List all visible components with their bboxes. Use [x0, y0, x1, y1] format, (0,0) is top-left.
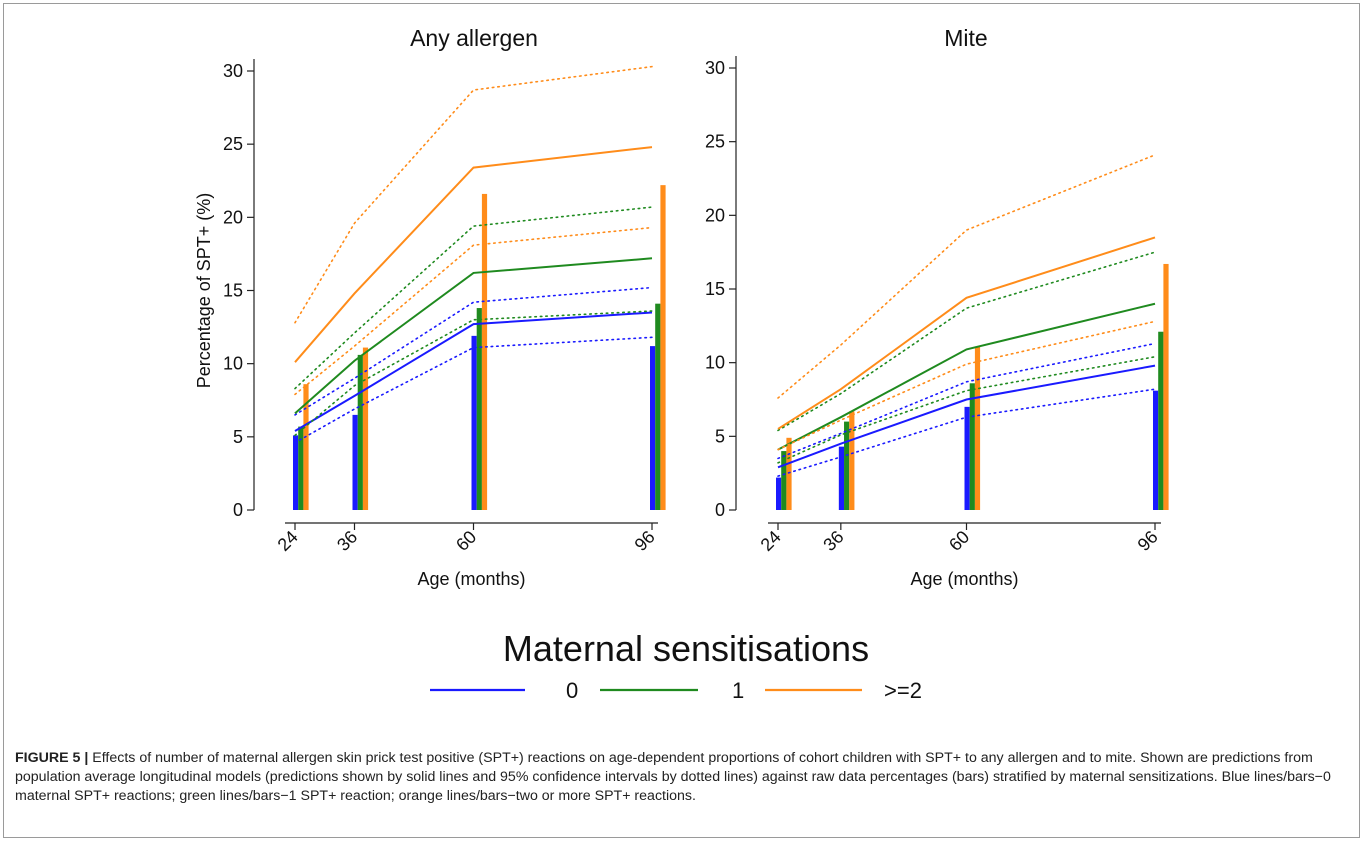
ci-upper-g1	[294, 206, 653, 390]
bar-g2	[786, 437, 792, 510]
bar-g2	[303, 384, 309, 510]
bar-g0	[1153, 390, 1159, 510]
y-tick-label: 30	[705, 58, 725, 78]
y-tick-label: 25	[705, 132, 725, 152]
caption-text: Effects of number of maternal allergen s…	[15, 750, 1331, 804]
bar-g0	[293, 435, 299, 510]
bar-g1	[844, 421, 850, 510]
bar-g2	[974, 346, 981, 510]
x-tick-label: 60	[452, 527, 480, 555]
y-tick-label: 15	[705, 279, 725, 299]
bar-g2	[481, 193, 488, 511]
bar-g2	[660, 185, 666, 510]
y-tick-label: 15	[223, 281, 243, 301]
prediction-line-g1	[294, 257, 653, 415]
y-tick-label: 5	[715, 426, 725, 446]
bar-g2	[849, 411, 855, 510]
x-axis-label: Age (months)	[910, 569, 1018, 589]
figure-caption: FIGURE 5 | Effects of number of maternal…	[15, 749, 1351, 806]
prediction-line-g0	[777, 364, 1156, 469]
y-tick-label: 5	[233, 427, 243, 447]
y-tick-label: 25	[223, 134, 243, 154]
y-tick-label: 0	[715, 500, 725, 520]
ci-lower-g2	[777, 320, 1156, 451]
bar-g0	[352, 414, 358, 510]
bar-g0	[776, 477, 782, 510]
chart-title: Any allergen	[410, 25, 538, 51]
legend-label-g1: 1	[732, 678, 744, 703]
bar-g1	[1158, 331, 1164, 510]
ci-upper-g1	[777, 251, 1156, 432]
x-axis-label: Age (months)	[417, 569, 525, 589]
y-axis-label: Percentage of SPT+ (%)	[194, 193, 214, 389]
y-tick-label: 20	[223, 207, 243, 227]
x-tick-label: 24	[274, 527, 302, 555]
bar-g0	[964, 406, 970, 510]
bar-g2	[1163, 263, 1169, 510]
bar-g1	[969, 383, 975, 510]
x-tick-label: 96	[1134, 527, 1162, 555]
x-tick-label: 96	[631, 527, 659, 555]
x-tick-label: 60	[945, 527, 973, 555]
figure-frame	[3, 3, 1360, 838]
prediction-line-g2	[777, 236, 1156, 430]
ci-lower-g1	[294, 310, 653, 437]
bar-g1	[357, 354, 363, 510]
bar-g1	[476, 308, 482, 510]
ci-upper-g2	[294, 65, 653, 324]
x-tick-label: 24	[757, 527, 785, 555]
ci-lower-g2	[294, 226, 653, 396]
panel-any-allergen: Any allergen 0 5 10 15 20 25 30 24 36 60 96 Age (mon…	[194, 25, 666, 589]
y-tick-label: 0	[233, 500, 243, 520]
y-tick-label: 10	[223, 354, 243, 374]
chart-title: Mite	[944, 25, 987, 51]
y-tick-label: 20	[705, 205, 725, 225]
x-tick-label: 36	[333, 527, 361, 555]
ci-upper-g0	[294, 286, 653, 416]
bar-g1	[298, 426, 304, 510]
panel-mite: Mite 0 5 10 15 20 25 30 24 36 60 96 Age (months)	[705, 25, 1169, 589]
ci-lower-g0	[777, 388, 1156, 477]
bar-g0	[471, 335, 477, 510]
ci-upper-g2	[777, 154, 1156, 399]
bar-g1	[781, 451, 787, 510]
y-tick-label: 30	[223, 61, 243, 81]
ci-lower-g0	[294, 336, 653, 444]
ci-lower-g1	[777, 355, 1156, 464]
prediction-line-g2	[294, 146, 653, 363]
legend: Maternal sensitisations 0 1 >=2	[430, 628, 922, 703]
bar-g0	[838, 446, 845, 510]
caption-label: FIGURE 5 |	[15, 750, 89, 766]
bar-g2	[362, 347, 369, 510]
legend-title: Maternal sensitisations	[503, 628, 869, 669]
ci-upper-g0	[777, 342, 1156, 460]
legend-label-g2: >=2	[884, 678, 922, 703]
x-tick-label: 36	[819, 527, 847, 555]
y-tick-label: 10	[705, 353, 725, 373]
prediction-line-g0	[294, 311, 653, 432]
bar-g0	[650, 346, 656, 510]
legend-label-g0: 0	[566, 678, 578, 703]
bar-g1	[655, 303, 661, 510]
prediction-line-g1	[777, 302, 1156, 451]
